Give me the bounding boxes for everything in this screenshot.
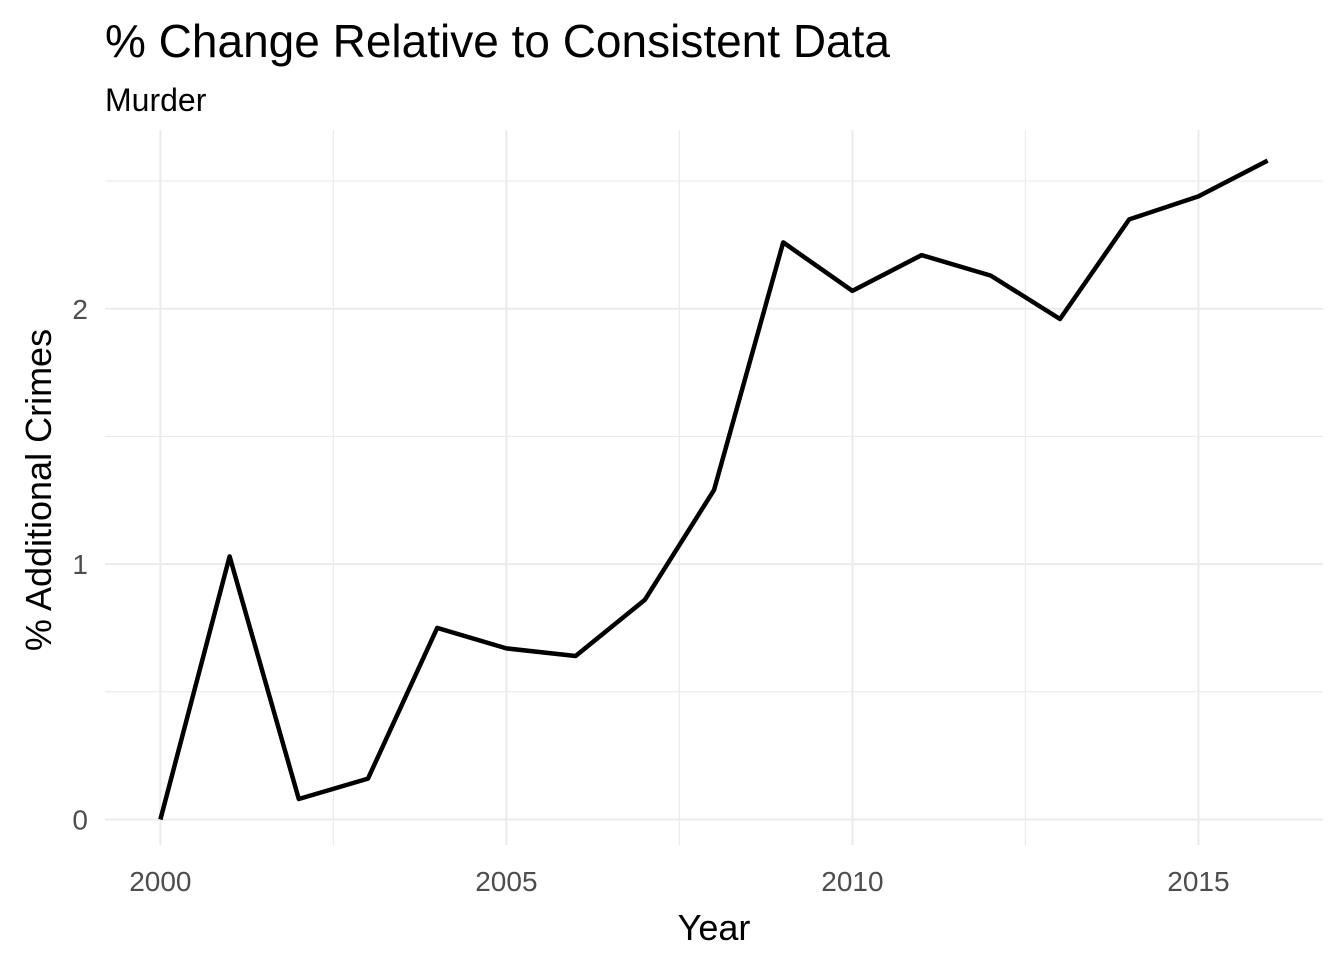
chart-subtitle: Murder <box>105 82 207 118</box>
y-tick-label: 2 <box>72 294 88 325</box>
y-axis-title: % Additional Crimes <box>18 329 59 651</box>
x-tick-label: 2010 <box>821 866 883 897</box>
x-tick-label: 2015 <box>1167 866 1229 897</box>
x-tick-label: 2000 <box>129 866 191 897</box>
series-layer <box>158 158 1269 821</box>
y-tick-label: 0 <box>72 804 88 835</box>
y-tick-label: 1 <box>72 549 88 580</box>
series-line <box>158 158 1269 821</box>
chart-title: % Change Relative to Consistent Data <box>105 15 890 67</box>
minor-gridlines <box>105 130 1323 845</box>
x-tick-label: 2005 <box>475 866 537 897</box>
x-axis-title: Year <box>678 907 751 948</box>
major-gridlines <box>105 130 1323 845</box>
x-tick-labels: 2000 2005 2010 2015 <box>129 866 1229 897</box>
y-tick-labels: 0 1 2 <box>72 294 88 836</box>
